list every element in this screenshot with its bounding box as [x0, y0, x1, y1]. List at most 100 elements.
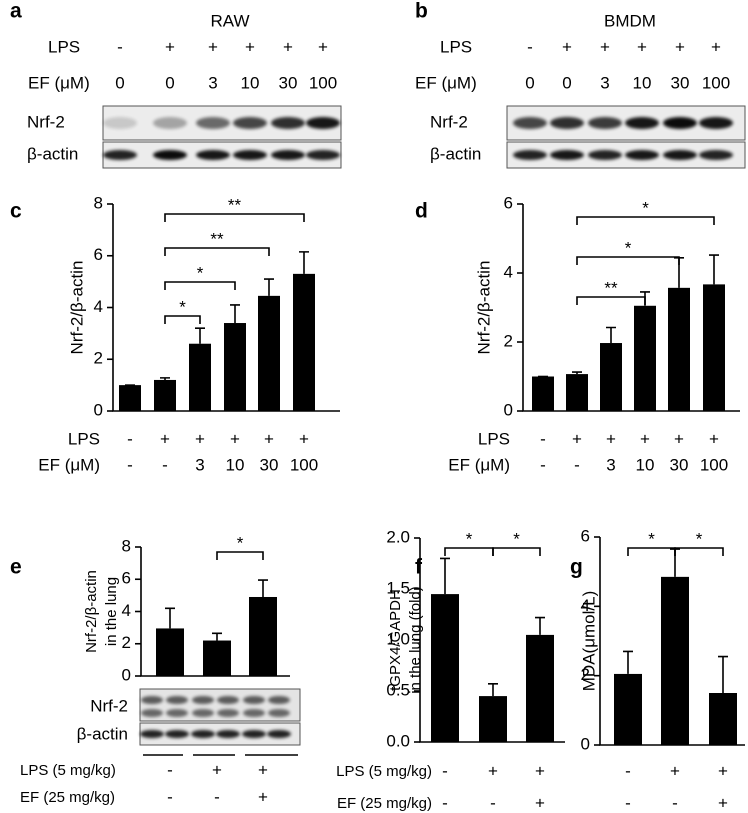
bar [119, 385, 141, 411]
bar [526, 634, 554, 742]
condition-label: EF (μM) [448, 455, 510, 474]
condition-label: LPS [48, 37, 80, 56]
y-tick-label: 1.0 [386, 629, 410, 648]
significance-label: ** [228, 195, 242, 214]
condition-cell: 10 [636, 455, 655, 474]
error-bar [230, 304, 240, 324]
condition-cell: - [574, 455, 580, 474]
blot-band [513, 150, 547, 160]
y-axis-label: MDA(μmol/L) [579, 591, 598, 691]
panel-letter: b [415, 0, 428, 23]
condition-cell: + [600, 37, 610, 56]
significance-label: * [513, 529, 520, 548]
condition-cell: 30 [260, 455, 279, 474]
condition-cell: 30 [279, 73, 298, 92]
bar [634, 305, 656, 411]
condition-cell: 100 [290, 455, 318, 474]
significance-bracket [492, 547, 541, 556]
bar [532, 376, 554, 411]
significance-bracket [216, 551, 264, 560]
panel-letter: f [415, 556, 423, 579]
condition-cell: + [709, 429, 719, 448]
condition-cell: 0 [562, 73, 571, 92]
blot-band [153, 150, 187, 160]
significance-label: * [625, 238, 632, 257]
condition-cell: + [670, 761, 680, 780]
blot-band [306, 150, 340, 160]
significance-bracket [164, 247, 270, 256]
condition-cell: - [490, 793, 496, 812]
significance-bracket [164, 213, 305, 222]
y-tick-label: 4 [122, 601, 131, 620]
condition-cell: - [442, 793, 448, 812]
condition-label: LPS [68, 429, 100, 448]
error-bar [299, 251, 309, 274]
condition-cell: 100 [309, 73, 337, 92]
error-bar [165, 607, 175, 629]
error-bar [606, 326, 616, 344]
significance-bracket [576, 216, 715, 225]
condition-cell: 10 [241, 73, 260, 92]
condition-cell: + [208, 37, 218, 56]
y-tick-label: 8 [122, 536, 131, 555]
bar [249, 596, 277, 676]
blot-band [233, 117, 267, 129]
band-label: Nrf-2 [430, 112, 468, 131]
bar [600, 343, 622, 411]
condition-cell: - [127, 455, 133, 474]
condition-cell: + [212, 760, 222, 779]
significance-label: * [179, 297, 186, 316]
condition-cell: + [299, 429, 309, 448]
condition-cell: + [264, 429, 274, 448]
condition-cell: + [258, 760, 268, 779]
y-tick-label: 2 [122, 633, 131, 652]
condition-cell: + [195, 429, 205, 448]
blot-band [217, 696, 239, 704]
y-tick-label: 0 [122, 665, 131, 684]
blot-band [550, 150, 584, 160]
condition-cell: - [214, 787, 220, 806]
significance-bracket [674, 547, 724, 556]
condition-cell: 30 [671, 73, 690, 92]
condition-cell: + [674, 429, 684, 448]
y-tick-label: 0.0 [386, 731, 410, 750]
panel-letter: e [10, 556, 22, 579]
condition-cell: - [540, 429, 546, 448]
band-label: β-actin [27, 144, 78, 163]
significance-label: ** [210, 229, 224, 248]
error-bar [572, 371, 582, 375]
condition-cell: + [283, 37, 293, 56]
error-bar [718, 655, 728, 693]
condition-label: EF (25 mg/kg) [20, 789, 115, 806]
significance-bracket [164, 281, 236, 290]
y-tick-label: 4 [94, 297, 103, 316]
blot-band [141, 709, 163, 717]
blot-title: BMDM [604, 11, 656, 30]
condition-cell: 3 [195, 455, 204, 474]
condition-cell: 0 [525, 73, 534, 92]
error-bar [440, 557, 450, 595]
y-axis-label: Nrf-2/β-actin [83, 570, 100, 653]
blot-band [140, 730, 164, 738]
condition-cell: 0 [165, 73, 174, 92]
blot-band [217, 709, 239, 717]
band-label: β-actin [430, 144, 481, 163]
band-label: Nrf-2 [90, 696, 128, 715]
condition-label: LPS [478, 429, 510, 448]
condition-cell: - [442, 761, 448, 780]
condition-label: EF (μM) [415, 73, 477, 92]
error-bar [264, 278, 274, 296]
blot-band [513, 117, 547, 129]
condition-label: LPS [440, 37, 472, 56]
band-label: Nrf-2 [27, 112, 65, 131]
condition-label: EF (25 mg/kg) [337, 795, 432, 812]
condition-cell: + [488, 761, 498, 780]
bar [709, 693, 737, 745]
condition-cell: 100 [702, 73, 730, 92]
y-tick-label: 4 [504, 262, 513, 281]
bar [156, 628, 184, 676]
blot-band [153, 117, 187, 129]
bar [703, 284, 725, 411]
y-tick-label: 8 [94, 193, 103, 212]
